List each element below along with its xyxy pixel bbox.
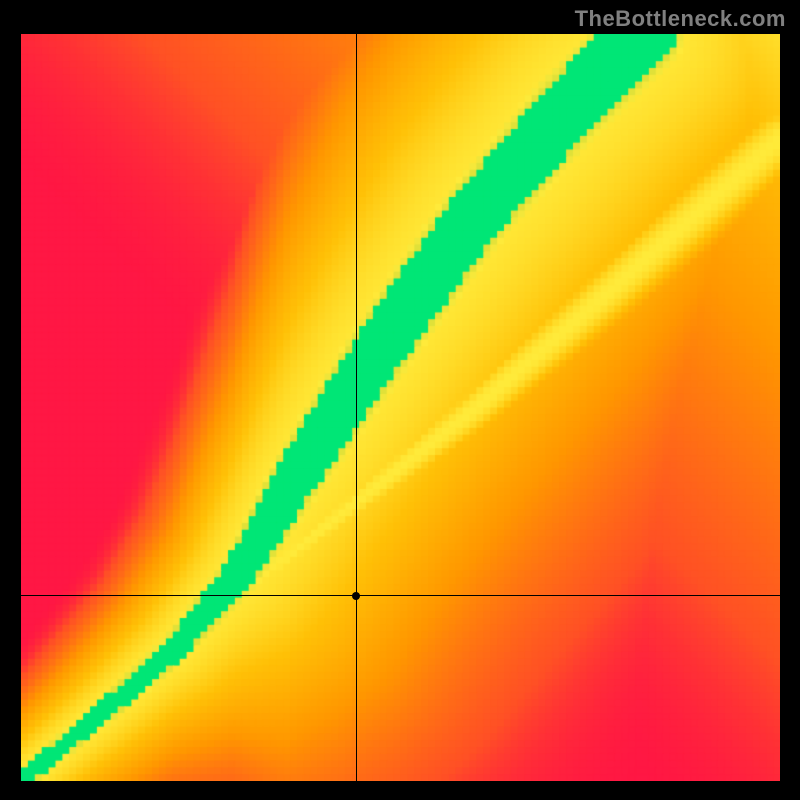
heatmap-plot bbox=[21, 34, 780, 781]
crosshair-vertical bbox=[356, 34, 357, 781]
crosshair-horizontal bbox=[21, 595, 780, 596]
watermark-text: TheBottleneck.com bbox=[575, 6, 786, 32]
heatmap-canvas bbox=[21, 34, 780, 781]
